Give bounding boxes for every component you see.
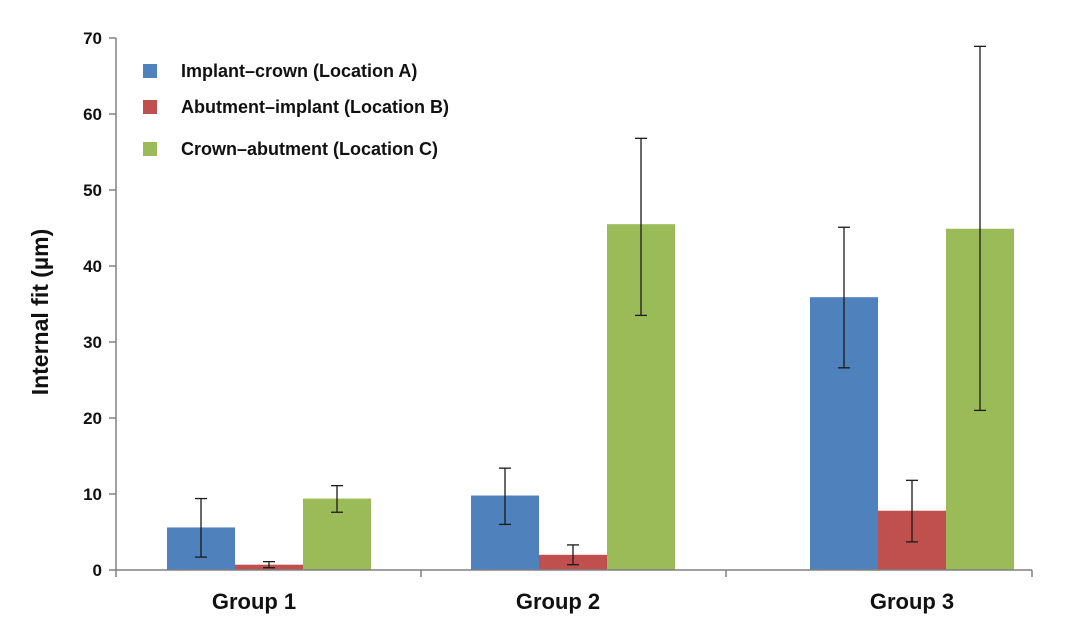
legend-entry: Abutment–implant (Location B) <box>181 97 449 117</box>
legend-swatch <box>143 142 157 156</box>
legend-swatch <box>143 64 157 78</box>
x-category-labels: Group 1 Group 2 Group 3 <box>212 589 954 614</box>
bars-layer <box>167 224 1014 570</box>
legend-entry: Crown–abutment (Location C) <box>181 139 438 159</box>
error-bars-layer <box>195 45 986 569</box>
x-category-label: Group 2 <box>516 589 600 614</box>
y-tick-label: 40 <box>83 257 102 276</box>
y-tick-label: 70 <box>83 29 102 48</box>
legend: Implant–crown (Location A) Abutment–impla… <box>143 61 449 159</box>
y-tick-label: 0 <box>93 561 102 580</box>
y-tick-label: 20 <box>83 409 102 428</box>
y-tick-label: 10 <box>83 485 102 504</box>
x-category-label: Group 3 <box>870 589 954 614</box>
y-tick-label: 60 <box>83 105 102 124</box>
y-tick-labels: 0 10 20 30 40 50 60 70 <box>83 29 102 580</box>
y-tick-label: 30 <box>83 333 102 352</box>
legend-entry: Implant–crown (Location A) <box>181 61 417 81</box>
legend-swatch <box>143 100 157 114</box>
y-axis-title: Internal fit (µm) <box>27 229 53 396</box>
y-tick-label: 50 <box>83 181 102 200</box>
axes-layer <box>109 37 1033 577</box>
x-category-label: Group 1 <box>212 589 296 614</box>
